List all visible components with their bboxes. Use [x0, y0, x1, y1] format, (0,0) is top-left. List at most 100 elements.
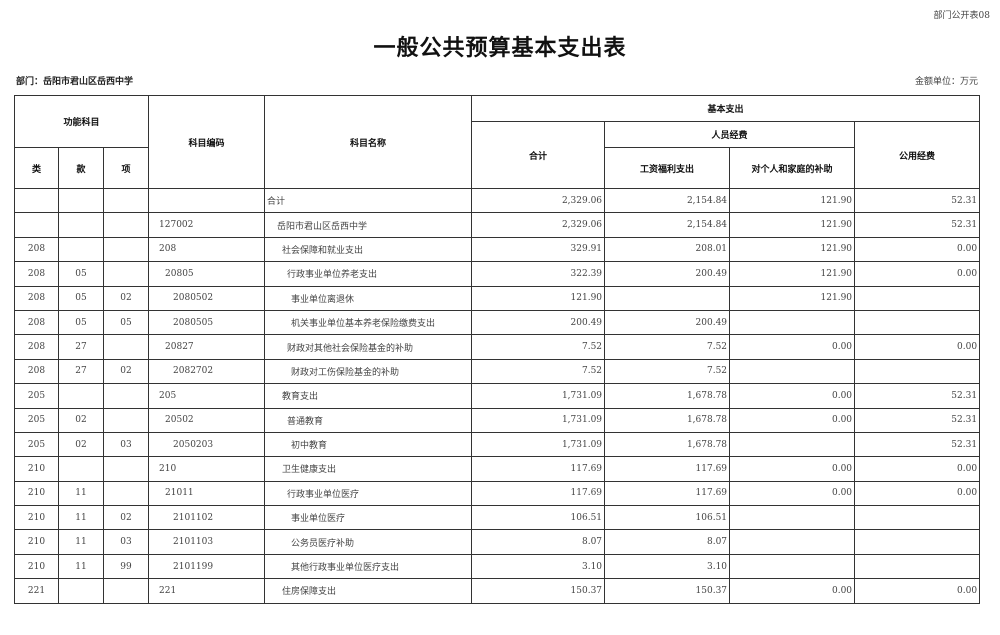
cell-total: 2,329.06: [471, 187, 606, 214]
cell-total: 8.07: [471, 529, 606, 555]
cell-subject-name: 其他行政事业单位医疗支出: [264, 553, 473, 580]
table-row: 208 05 05 2080505 机关事业单位基本养老保险缴费支出 200.49 200.…: [14, 309, 981, 336]
cell-subject-name: 财政对工伤保险基金的补助: [264, 358, 473, 385]
cell-subject-code: 2080502: [148, 285, 266, 311]
table-row: 221 221 住房保障支出 150.37 150.37 0.00 0.00: [14, 578, 981, 604]
cell-public: 0.00: [854, 334, 981, 360]
table-row: 208 27 20827 财政对其他社会保险基金的补助 7.52 7.52 0.00 0.00: [14, 334, 981, 360]
cell-lei: 208: [14, 261, 59, 287]
cell-lei: 208: [14, 285, 59, 311]
cell-subject-name: 社会保障和就业支出: [264, 236, 473, 263]
cell-public: 52.31: [854, 383, 981, 409]
cell-xiang: [102, 334, 150, 360]
cell-subsidy: 121.90: [729, 285, 856, 311]
cell-subject-name: 初中教育: [264, 431, 473, 458]
header-subject-name: 科目名称: [264, 95, 473, 189]
cell-xiang: [102, 407, 150, 433]
cell-total: 1,731.09: [471, 431, 606, 458]
cell-kuan: [58, 212, 104, 238]
cell-public: 52.31: [854, 212, 981, 238]
cell-public: [854, 505, 981, 531]
cell-lei: [14, 212, 59, 238]
cell-subsidy: 121.90: [729, 212, 856, 238]
cell-public: [854, 285, 981, 311]
cell-lei: 210: [14, 456, 59, 482]
cell-total: 200.49: [471, 309, 606, 336]
cell-subsidy: 0.00: [729, 480, 856, 507]
cell-lei: 205: [14, 407, 59, 433]
cell-xiang: 02: [102, 358, 150, 385]
header-total: 合计: [471, 121, 606, 189]
cell-lei: 208: [14, 334, 59, 360]
cell-kuan: 11: [58, 505, 104, 531]
cell-wages: 3.10: [604, 553, 731, 580]
cell-kuan: 27: [58, 334, 104, 360]
cell-subject-name: 住房保障支出: [264, 578, 473, 604]
cell-total: 117.69: [471, 480, 606, 507]
cell-lei: 208: [14, 236, 59, 263]
cell-kuan: 27: [58, 358, 104, 385]
cell-kuan: [58, 456, 104, 482]
cell-subject-name: 普通教育: [264, 407, 473, 433]
cell-xiang: 02: [102, 285, 150, 311]
cell-subject-name: 教育支出: [264, 383, 473, 409]
cell-lei: [14, 187, 59, 214]
cell-public: 52.31: [854, 187, 981, 214]
form-number: 部门公开表08: [933, 11, 990, 21]
cell-public: 0.00: [854, 456, 981, 482]
cell-kuan: 05: [58, 261, 104, 287]
table-row: 210 210 卫生健康支出 117.69 117.69 0.00 0.00: [14, 456, 981, 482]
cell-kuan: 02: [58, 431, 104, 458]
cell-xiang: [102, 261, 150, 287]
cell-public: [854, 358, 981, 385]
cell-subsidy: 0.00: [729, 383, 856, 409]
cell-subject-name: 卫生健康支出: [264, 456, 473, 482]
cell-subject-code: 221: [148, 578, 266, 604]
cell-xiang: [102, 456, 150, 482]
cell-subject-code: 127002: [148, 212, 266, 238]
cell-lei: 221: [14, 578, 59, 604]
cell-public: [854, 553, 981, 580]
cell-subject-name: 行政事业单位医疗: [264, 480, 473, 507]
cell-subsidy: 0.00: [729, 456, 856, 482]
cell-wages: 117.69: [604, 480, 731, 507]
cell-subsidy: 121.90: [729, 236, 856, 263]
cell-xiang: [102, 578, 150, 604]
cell-public: 0.00: [854, 578, 981, 604]
table-row: 210 11 02 2101102 事业单位医疗 106.51 106.51: [14, 505, 981, 531]
cell-lei: 208: [14, 358, 59, 385]
cell-subject-name: 事业单位离退休: [264, 285, 473, 311]
cell-total: 3.10: [471, 553, 606, 580]
cell-subject-code: 20827: [148, 334, 266, 360]
cell-total: 1,731.09: [471, 383, 606, 409]
cell-kuan: [58, 187, 104, 214]
cell-lei: 205: [14, 431, 59, 458]
table-row: 127002 岳阳市君山区岳西中学 2,329.06 2,154.84 121.90 52…: [14, 212, 981, 238]
cell-subject-name: 岳阳市君山区岳西中学: [264, 212, 473, 238]
table-row: 208 27 02 2082702 财政对工伤保险基金的补助 7.52 7.52: [14, 358, 981, 385]
cell-total: 117.69: [471, 456, 606, 482]
cell-xiang: [102, 236, 150, 263]
cell-lei: 210: [14, 505, 59, 531]
cell-subject-code: 20502: [148, 407, 266, 433]
amount-unit-label: 金额单位：万元: [914, 77, 978, 87]
header-personnel: 人员经费: [604, 121, 856, 148]
cell-subject-code: 2080505: [148, 309, 266, 336]
cell-wages: 7.52: [604, 334, 731, 360]
header-subject-code: 科目编码: [148, 95, 266, 189]
cell-public: [854, 309, 981, 336]
cell-subsidy: [729, 358, 856, 385]
cell-total: 150.37: [471, 578, 606, 604]
cell-subsidy: 0.00: [729, 578, 856, 604]
table-row: 208 05 02 2080502 事业单位离退休 121.90 121.90: [14, 285, 981, 311]
cell-subsidy: 0.00: [729, 334, 856, 360]
cell-lei: 210: [14, 480, 59, 507]
cell-kuan: 05: [58, 285, 104, 311]
cell-subject-name: 事业单位医疗: [264, 505, 473, 531]
cell-kuan: 11: [58, 480, 104, 507]
table-row: 205 205 教育支出 1,731.09 1,678.78 0.00 52.31: [14, 383, 981, 409]
cell-xiang: [102, 212, 150, 238]
cell-wages: 150.37: [604, 578, 731, 604]
cell-public: 0.00: [854, 480, 981, 507]
cell-wages: 1,678.78: [604, 383, 731, 409]
